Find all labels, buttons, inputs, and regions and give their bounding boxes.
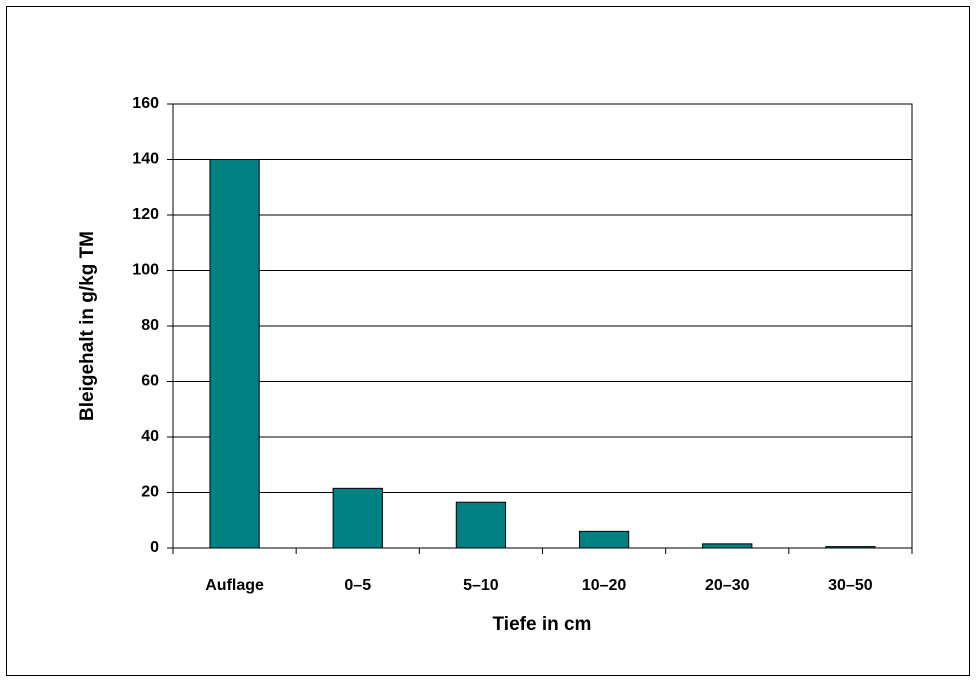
y-tick-label: 80 [141, 317, 159, 334]
chart-frame [6, 6, 970, 676]
y-tick-label: 160 [132, 95, 159, 112]
bar [332, 487, 383, 549]
bar [702, 543, 753, 549]
y-tick-label: 60 [141, 373, 159, 390]
y-tick-label: 20 [141, 484, 159, 501]
x-axis-label: Tiefe in cm [493, 614, 592, 635]
x-tick-label: 0–5 [344, 577, 371, 594]
bar [825, 546, 876, 549]
y-tick-label: 0 [150, 539, 159, 556]
bar [578, 530, 630, 549]
x-tick-label: 20–30 [705, 577, 750, 594]
bar [209, 159, 260, 549]
x-tick-label: 10–20 [582, 577, 627, 594]
y-tick-label: 100 [132, 262, 159, 279]
x-tick-label: 30–50 [828, 577, 873, 594]
y-tick-label: 40 [141, 428, 159, 445]
x-tick-label: 5–10 [463, 577, 499, 594]
y-axis-label: Bleigehalt in g/kg TM [77, 231, 98, 421]
bar [455, 501, 507, 549]
y-tick-label: 120 [132, 206, 159, 223]
x-tick-label: Auflage [205, 577, 264, 594]
y-tick-label: 140 [132, 151, 159, 168]
